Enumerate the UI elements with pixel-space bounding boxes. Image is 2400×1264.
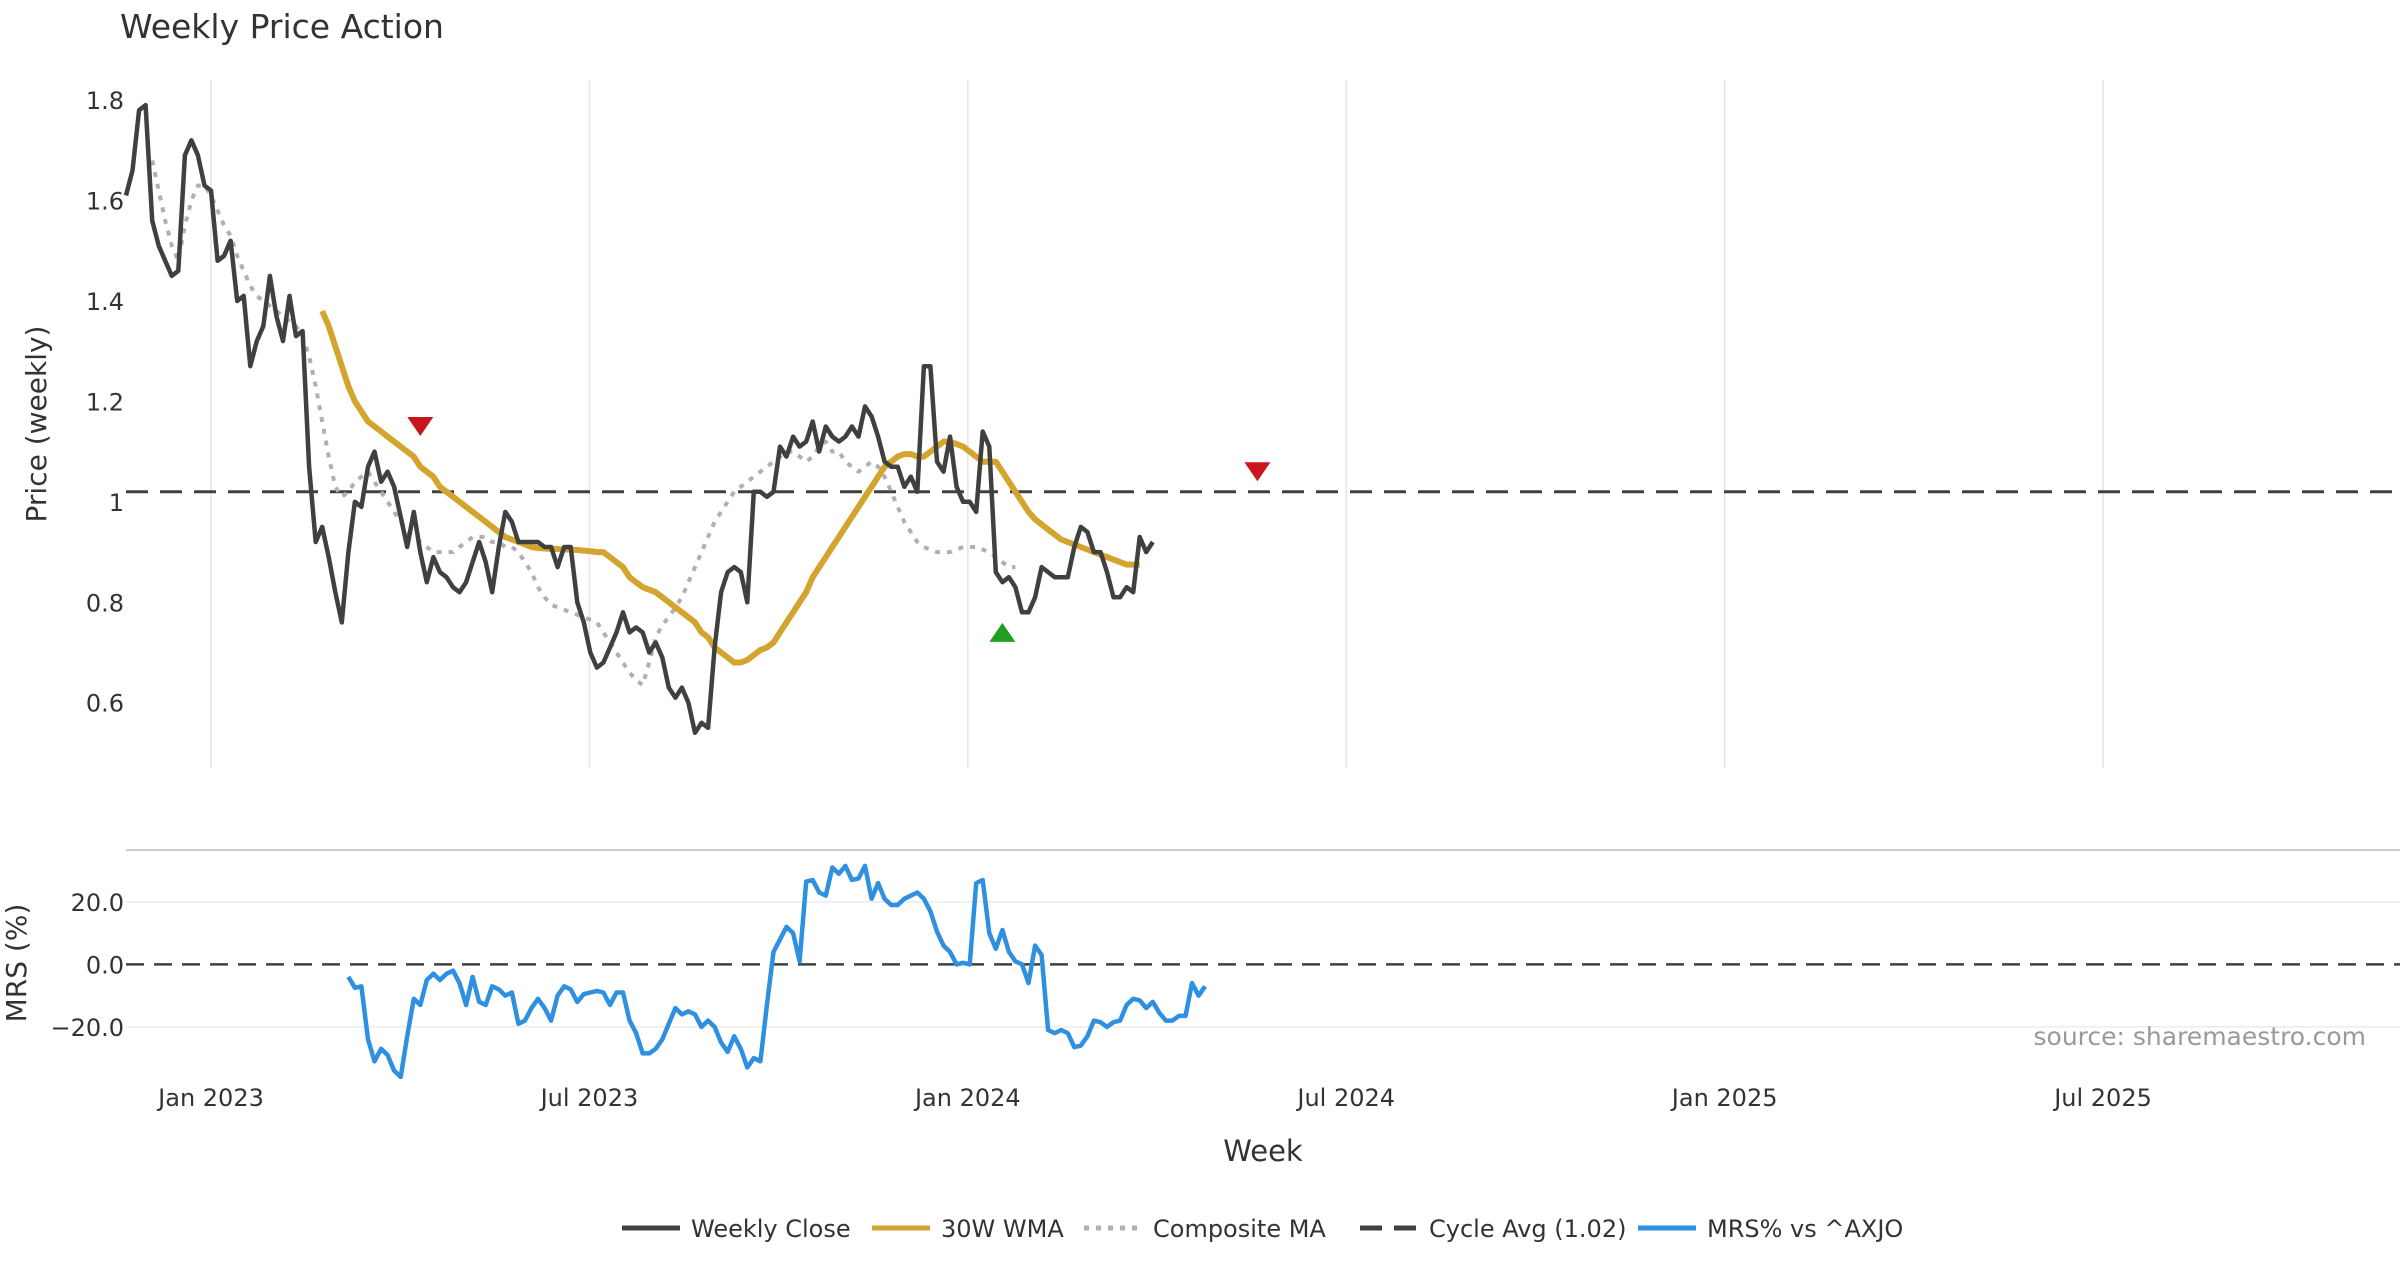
x-tick-label: Jul 2024	[1295, 1084, 1395, 1112]
legend-label: MRS% vs ^AXJO	[1707, 1215, 1903, 1243]
mrs-y-tick-label: 0.0	[86, 951, 124, 979]
sell-signal-marker	[1244, 462, 1271, 482]
legend: Weekly Close 30W WMA Composite MA Cycle Avg…	[622, 1215, 1903, 1243]
price-y-tick-label: 1.4	[86, 288, 124, 316]
mrs-line	[346, 863, 1207, 1080]
mrs-y-axis: 20.0 0.0 −20.0	[50, 889, 2400, 1042]
wma-30w-line	[319, 309, 1140, 666]
sell-signal-marker	[407, 417, 434, 437]
x-axis-label: Week	[1223, 1134, 1303, 1168]
x-tick-label: Jan 2025	[1670, 1084, 1778, 1112]
mrs-y-tick-label: −20.0	[50, 1014, 124, 1042]
x-tick-label: Jan 2023	[156, 1084, 264, 1112]
price-y-tick-label: 1.8	[86, 87, 124, 115]
legend-label: Cycle Avg (1.02)	[1429, 1215, 1626, 1243]
mrs-y-tick-label: 20.0	[71, 889, 124, 917]
buy-signal-marker	[989, 622, 1016, 642]
price-y-tick-label: 0.8	[86, 589, 124, 617]
price-y-tick-label: 0.6	[86, 690, 124, 718]
price-y-axis-label: Price (weekly)	[20, 326, 53, 523]
price-y-axis: 1.8 1.6 1.4 1.2 1 0.8 0.6	[86, 87, 124, 718]
weekly-close-line	[123, 102, 1155, 736]
x-tick-label: Jan 2024	[913, 1084, 1021, 1112]
price-y-tick-label: 1	[109, 489, 124, 517]
legend-label: Composite MA	[1153, 1215, 1326, 1243]
x-gridlines	[210, 80, 2104, 768]
x-tick-label: Jul 2025	[2052, 1084, 2152, 1112]
price-y-tick-label: 1.2	[86, 388, 124, 416]
legend-label: Weekly Close	[691, 1215, 851, 1243]
x-axis: Jan 2023 Jul 2023 Jan 2024 Jul 2024 Jan 2025…	[156, 1084, 2152, 1112]
mrs-y-axis-label: MRS (%)	[0, 904, 33, 1023]
source-note: source: sharemaestro.com	[2034, 1022, 2367, 1051]
price-y-tick-label: 1.6	[86, 188, 124, 216]
chart-title: Weekly Price Action	[120, 7, 444, 46]
signal-markers	[407, 417, 1271, 642]
x-tick-label: Jul 2023	[539, 1084, 639, 1112]
legend-label: 30W WMA	[941, 1215, 1064, 1243]
